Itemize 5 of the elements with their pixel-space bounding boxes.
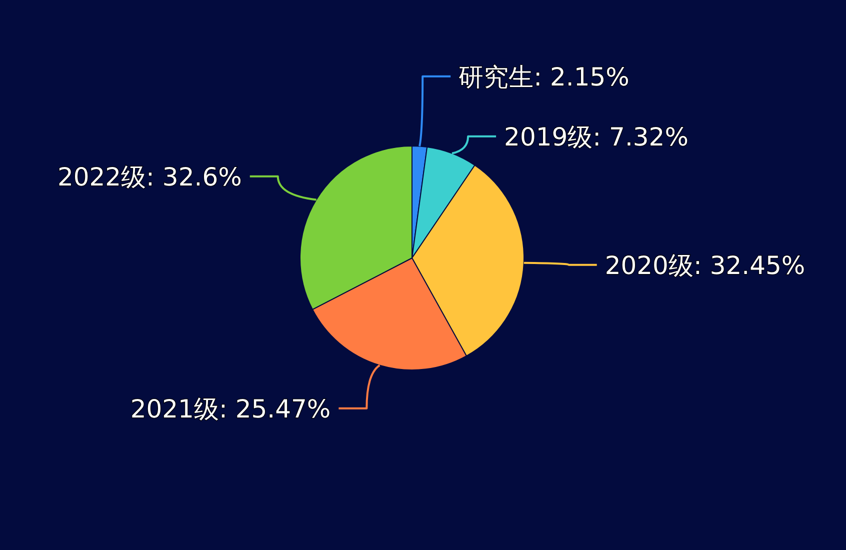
slice-label: 2022级: 32.6% (57, 162, 242, 192)
slice-label: 研究生: 2.15% (458, 62, 630, 92)
slice-label: 2021级: 25.47% (130, 394, 331, 424)
slice-label: 2020级: 32.45% (604, 250, 806, 280)
slice-label: 2019级: 7.32% (504, 122, 688, 152)
